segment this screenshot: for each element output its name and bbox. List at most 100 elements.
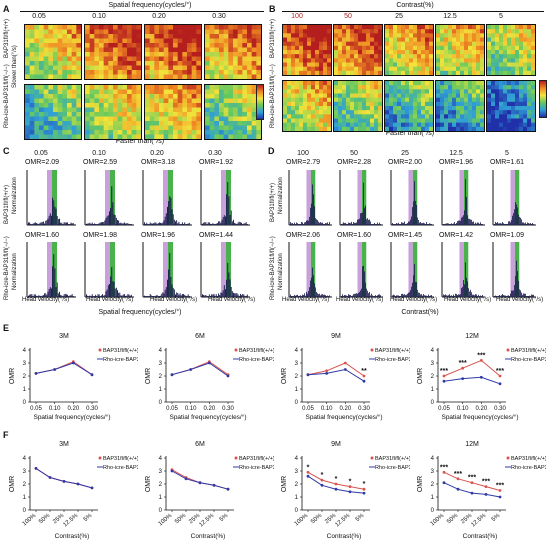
panel-d-histogram [288,242,332,298]
panel-c-y-label-bottom: Normalization [12,253,18,290]
panel-c-col-1: 0.05 [34,150,48,157]
data-point-wt [442,374,446,378]
panel-c-omr-top-3: OMR=3.18 [140,159,176,166]
x-tick-label: 0.30 [358,406,370,412]
data-point-ko [461,377,465,380]
chart-title: 6M [195,333,205,340]
data-point-ko [189,368,193,371]
panel-d-row-label-ko: Rho-icre-BAP31fl/fl(−/−) [270,236,276,300]
y-tick-label: 4 [159,348,163,354]
panel-a-heatmap [204,24,262,80]
legend-label-wt: BAP31fl/fl(+/+) [103,348,138,354]
panel-c-col-3: 0.20 [150,150,164,157]
legend-label-ko: Rho-icre-BAP31fl/fl(−/−) [375,357,410,363]
series-line-ko [307,368,365,382]
panel-a-colorbar [256,84,264,120]
y-tick-label: 1 [23,495,27,501]
panel-b-heatmap [282,80,332,132]
panel-b-heatmap [486,24,536,76]
x-tick-label: 5% [219,513,230,524]
panel-c-histogram [142,242,192,298]
significance-mark: * [321,472,324,479]
data-point-ko [90,373,94,377]
panel-d-col-1: 100 [297,150,309,157]
panel-d-x-label-3: Head velocity(°/s) [390,297,438,303]
panel-c-y-label-top: Normalization [12,177,18,214]
significance-mark: *** [477,352,485,359]
y-tick-label: 4 [295,348,299,354]
data-point-ko [198,481,202,485]
data-point-ko [226,487,230,491]
data-point-wt [320,478,324,482]
legend-label-ko: Rho-icre-BAP31fl/fl(−/−) [511,357,546,363]
x-tick-label: 0.05 [30,406,42,412]
panel-b-heatmap [282,24,332,76]
x-tick-label: 0.10 [321,406,333,412]
panel-b-col-3: 25 [395,13,403,20]
panel-a-col-2: 0.10 [92,13,106,20]
y-tick-label: 4 [295,456,299,462]
panel-b-col-2: 50 [344,13,352,20]
x-tick-label: 100% [430,513,446,528]
panel-b-col-5: 5 [499,13,503,20]
data-point-wt [461,366,465,370]
significance-mark: *** [440,464,448,471]
significance-mark: *** [454,471,462,478]
panel-c-omr-bottom-2: OMR=1.98 [82,232,118,239]
y-tick-label: 1 [295,495,299,501]
legend-label-ko: Rho-icre-BAP31fl/fl(−/−) [375,465,410,471]
data-point-wt [470,481,474,485]
data-point-ko [212,483,216,487]
data-point-ko [170,469,174,473]
series-line-ko [35,362,93,376]
y-tick-label: 2 [431,374,435,380]
panel-d-x-label-5: Head velocity(°/s) [496,297,544,303]
panel-d-histogram [339,242,383,298]
panel-a-heatmap [84,84,142,140]
y-tick-label: 0 [295,400,299,406]
series-line-wt [35,467,93,489]
panel-d-omr-top-4: OMR=1.96 [438,159,474,166]
x-axis-label: Spatial frequency(cycles/°) [169,413,246,421]
x-axis-label: Spatial frequency(cycles/°) [305,413,382,421]
data-point-wt [456,477,460,481]
x-tick-label: 0.20 [339,406,351,412]
data-point-ko [362,491,366,495]
y-tick-label: 3 [295,361,299,367]
significance-mark: *** [440,368,448,375]
data-point-ko [170,373,174,377]
panel-d-histogram [492,170,536,226]
x-tick-label: 5% [491,513,502,524]
series-line-wt [443,359,501,377]
data-point-ko [306,474,310,478]
panel-c-row-label-ko: Rho-icre-BAP31fl/fl(−/−) [4,236,10,300]
chart-title: 6M [195,441,205,448]
y-tick-label: 0 [159,508,163,514]
legend-marker-wt [234,456,238,460]
data-point-wt [334,482,338,486]
panel-a-row-label-ko: Rho-icre-BAP31fl/fl(−/−) [4,64,10,128]
panel-label-f: F [3,430,9,440]
panel-d-omr-top-3: OMR=2.00 [387,159,423,166]
panel-c-omr-bottom-4: OMR=1.44 [198,232,234,239]
x-tick-label: 12.5% [198,513,215,529]
y-tick-label: 1 [295,387,299,393]
panel-c-bottom-title: Spatial frequency(cycles/°) [98,309,182,316]
y-tick-label: 2 [23,374,27,380]
y-axis-label: OMR [9,476,16,492]
y-tick-label: 2 [295,482,299,488]
data-point-ko [484,493,488,496]
y-tick-label: 4 [23,348,27,354]
panel-d-omr-bottom-1: OMR=2.06 [285,232,321,239]
legend-label-wt: BAP31fl/fl(+/+) [511,456,546,462]
x-tick-label: 12.5% [62,513,79,529]
y-tick-label: 0 [23,400,27,406]
x-tick-label: 12.5% [470,513,487,529]
data-point-ko [34,372,38,375]
panel-d-omr-bottom-3: OMR=1.45 [387,232,423,239]
y-tick-label: 2 [23,482,27,488]
x-tick-label: 50% [310,513,324,526]
x-axis-label: Contrast(%) [327,533,362,540]
panel-b-title: Contrast(%) [396,2,434,9]
